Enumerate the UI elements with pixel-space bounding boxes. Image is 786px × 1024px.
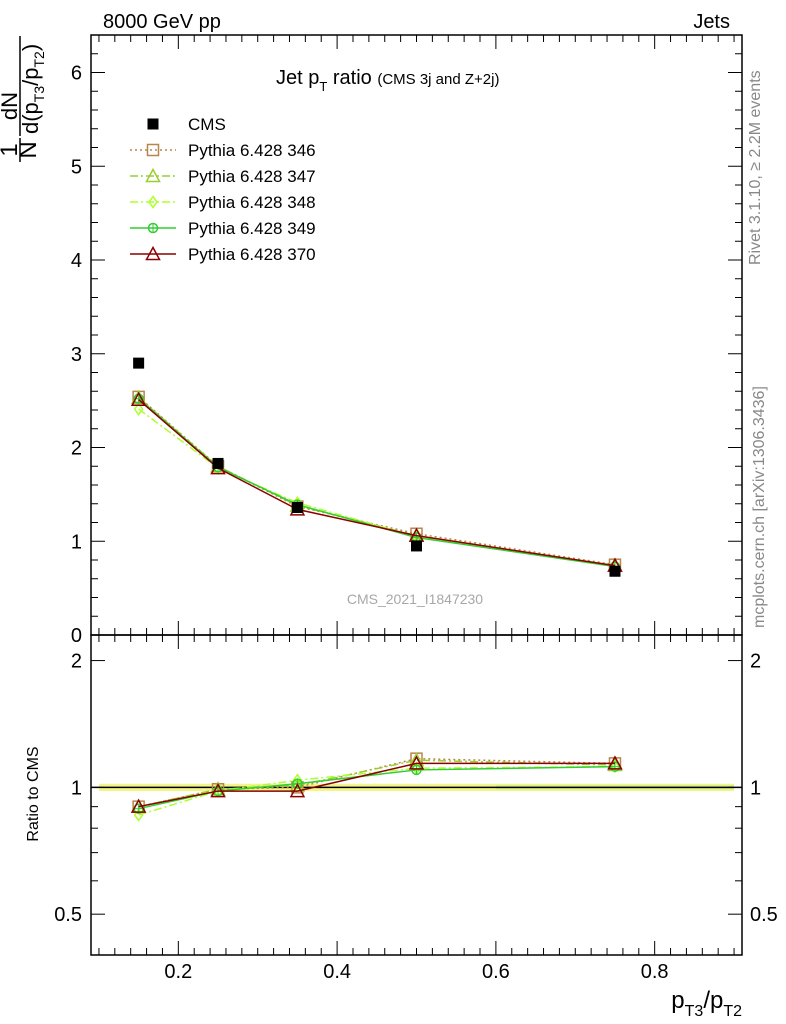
cms-data-point <box>291 502 303 513</box>
ratio-ytick-label-left: 2 <box>71 651 82 673</box>
legend-marker-cms <box>147 118 159 130</box>
legend-marker-1 <box>145 167 161 183</box>
xtick-label: 0.2 <box>164 961 192 983</box>
ratio-series-marker-4 <box>289 782 306 798</box>
ratio-ytick-label-right: 1 <box>750 777 761 799</box>
analysis-watermark: CMS_2021_I1847230 <box>347 591 483 607</box>
main-title: Jet pT ratio (CMS 3j and Z+2j) <box>276 67 499 94</box>
ratio-series-line-0 <box>138 757 615 808</box>
main-ytick-label: 3 <box>71 344 82 366</box>
main-series-marker-2 <box>133 402 144 416</box>
legend-marker-2 <box>148 195 158 209</box>
chart-elements: 0.2 0.4 0.6 0.8 0 1 2 3 4 5 6 0.5 0.5 1 1 2 2 CMS Pythia 6… <box>54 34 778 983</box>
ratio-ylabel: Ratio to CMS <box>25 746 42 841</box>
legend-label-4: Pythia 6.428 370 <box>188 245 316 264</box>
cms-data-point <box>212 457 224 469</box>
legend-marker-0 <box>146 143 160 157</box>
ratio-series-marker-2 <box>610 759 620 774</box>
legend-label-1: Pythia 6.428 347 <box>188 167 316 186</box>
main-ytick-label: 5 <box>71 156 82 178</box>
xtick-label: 0.6 <box>482 961 510 983</box>
mcplots-label: mcplots.cern.ch [arXiv:1306.3436] <box>751 386 768 628</box>
ratio-ytick-label-right: 2 <box>750 651 761 673</box>
ratio-series-marker-4 <box>408 755 425 770</box>
main-series-line-3 <box>138 398 616 568</box>
legend-marker-4 <box>145 245 161 261</box>
main-series-line-2 <box>138 408 616 568</box>
xtick-label: 0.8 <box>641 961 669 983</box>
header-left: 8000 GeV pp <box>103 11 221 33</box>
main-series-marker-4 <box>130 391 147 406</box>
main-series-line-1 <box>138 397 616 567</box>
main-ytick-label: 6 <box>71 63 82 85</box>
ratio-ytick-label-right: 0.5 <box>750 904 778 926</box>
legend-label-2: Pythia 6.428 348 <box>188 193 316 212</box>
legend-label-3: Pythia 6.428 349 <box>188 219 316 238</box>
main-series-line-0 <box>138 396 616 566</box>
xlabel: pT3/pT2 <box>671 987 742 1020</box>
main-ytick-label: 1 <box>71 531 82 553</box>
ylabel-dn: dN <box>0 92 22 120</box>
ratio-series-marker-4 <box>210 782 226 798</box>
ylabel-fraction-one: 1 <box>0 143 23 156</box>
cms-data-point <box>411 540 422 552</box>
rivet-label: Rivet 3.1.10, ≥ 2.2M events <box>747 70 764 265</box>
main-ytick-label: 2 <box>71 438 82 460</box>
ratio-ytick-label-left: 1 <box>71 777 82 799</box>
legend-label-0: Pythia 6.428 346 <box>188 141 316 160</box>
ratio-series-marker-4 <box>607 755 623 770</box>
ratio-series-marker-4 <box>130 798 147 813</box>
cms-data-point <box>609 565 621 577</box>
ratio-series-line-4 <box>138 762 615 808</box>
main-ytick-label: 4 <box>71 250 82 272</box>
header-right: Jets <box>693 11 730 33</box>
ylabel-fraction-n: N <box>15 141 42 158</box>
ratio-ytick-label-left: 0.5 <box>54 904 82 926</box>
xtick-label: 0.4 <box>323 961 351 983</box>
main-ylabel: 1 N dN d(pT3/pT2) <box>0 36 47 162</box>
legend-label-cms: CMS <box>188 115 226 134</box>
ylabel-denominator: d(pT3/pT2) <box>18 44 47 134</box>
main-ytick-label: 0 <box>71 625 82 647</box>
main-series-line-4 <box>138 399 616 567</box>
cms-data-point <box>133 357 145 369</box>
